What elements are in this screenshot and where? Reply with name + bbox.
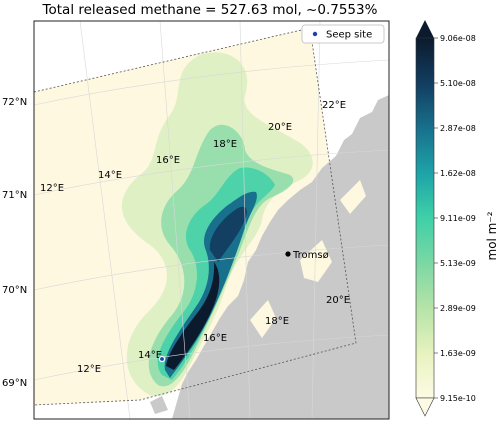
legend-seep-marker	[312, 31, 318, 37]
fjord	[250, 300, 276, 338]
lon-label-lower-12: 12°E	[77, 364, 101, 375]
fjord	[340, 180, 366, 214]
lon-label-lower-16: 16°E	[203, 333, 227, 344]
map-panel	[34, 21, 389, 419]
island	[150, 396, 168, 414]
plume-core-upper	[209, 206, 247, 262]
island	[195, 362, 212, 384]
colorbar-tick-label: 9.15e-10	[440, 394, 476, 403]
seep-site-marker	[158, 355, 166, 363]
plot-title: Total released methane = 527.63 mol, ~0.…	[42, 2, 378, 18]
colorbar-unit-label: mol m⁻²	[485, 211, 499, 260]
colorbar-tick-label: 2.89e-09	[440, 304, 476, 313]
tromso-marker	[285, 251, 291, 257]
lon-label-lower-14: 14°E	[138, 350, 162, 361]
lat-label-70: 70°N	[2, 285, 27, 296]
graticule	[34, 21, 389, 419]
lat-label-72: 72°N	[2, 97, 27, 108]
colorbar-tick-label: 9.11e-09	[440, 214, 476, 223]
lat-label-69: 69°N	[2, 378, 27, 389]
fjord	[300, 240, 332, 282]
colorbar-max-arrow	[416, 20, 434, 38]
lon-label-20: 20°E	[268, 122, 292, 133]
colorbar-tick-label: 1.63e-09	[440, 349, 476, 358]
lat-label-71: 71°N	[2, 190, 27, 201]
colorbar-min-arrow	[415, 397, 435, 417]
lon-label-16: 16°E	[156, 155, 180, 166]
domain-outline	[34, 27, 357, 406]
island	[298, 200, 318, 222]
colorbar-tick-label: 2.87e-08	[440, 124, 476, 133]
colorbar-tick-label: 1.62e-08	[440, 169, 476, 178]
lon-label-12: 12°E	[40, 183, 64, 194]
plume-core-dark	[166, 262, 220, 370]
colorbar-bar	[415, 37, 435, 399]
colorbar-tick-label: 5.10e-08	[440, 79, 476, 88]
lon-label-lower-18: 18°E	[265, 316, 289, 327]
map-frame	[33, 20, 390, 420]
island	[270, 240, 290, 262]
colorbar-tick-label: 9.06e-08	[440, 34, 476, 43]
legend-seep-label: Seep site	[326, 30, 372, 41]
tromso-label: Tromsø	[292, 250, 329, 261]
island	[225, 320, 244, 344]
colorbar: 9.06e-08 5.10e-08 2.87e-08 1.62e-08 9.11e-09…	[415, 20, 499, 417]
lon-label-lower-20: 20°E	[326, 295, 350, 306]
lon-label-18: 18°E	[213, 139, 237, 150]
colorbar-tick-label: 5.13e-09	[440, 259, 476, 268]
lon-label-14: 14°E	[98, 170, 122, 181]
legend: Seep site	[301, 24, 385, 44]
lon-label-22: 22°E	[322, 100, 346, 111]
